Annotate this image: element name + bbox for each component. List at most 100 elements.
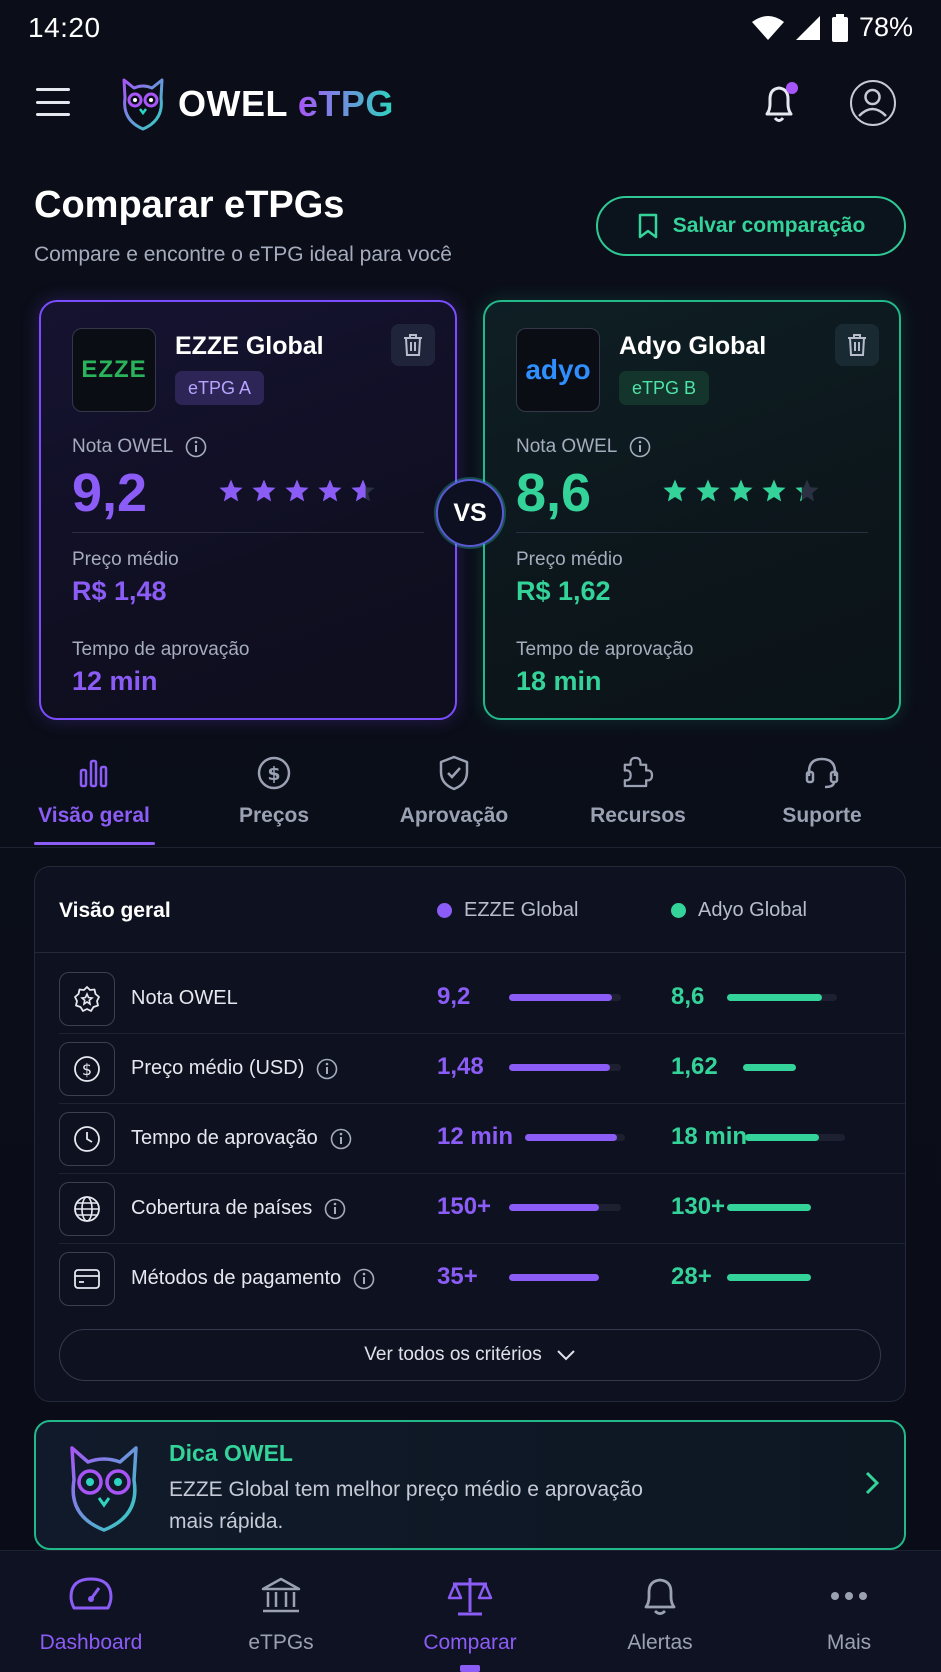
nav-label: Mais	[826, 1631, 872, 1654]
row-value-b: 18 min	[671, 1123, 748, 1150]
star-badge-icon	[59, 972, 115, 1026]
info-icon[interactable]	[316, 1058, 338, 1080]
tab-label: Suporte	[782, 804, 862, 827]
nav-label: Comparar	[423, 1631, 517, 1654]
row-value-a: 1,48	[437, 1053, 484, 1080]
brand-logo[interactable]: OWEL eTPG	[120, 76, 394, 132]
adyo-logo: adyo	[516, 328, 600, 412]
tip-text: EZZE Global tem melhor preço médio e apr…	[169, 1478, 643, 1533]
card-b-badge: eTPG B	[619, 371, 710, 405]
legend-ezze: EZZE Global	[437, 899, 578, 922]
bar-chart-icon	[79, 759, 108, 788]
scale-icon	[447, 1578, 493, 1616]
nav-comparar[interactable]: Comparar	[385, 1573, 555, 1655]
row-bar-a	[509, 1204, 621, 1211]
brand-accent: eTPG	[297, 83, 394, 124]
star-icon	[351, 479, 375, 502]
battery-icon	[831, 13, 848, 42]
notifications-button[interactable]	[758, 80, 802, 126]
avatar[interactable]	[850, 80, 896, 126]
page-title: Comparar eTPGs	[34, 184, 345, 226]
nav-dashboard[interactable]: Dashboard	[6, 1573, 176, 1655]
row-label: Nota OWEL	[131, 987, 238, 1010]
active-tab-indicator	[34, 842, 155, 845]
row-value-b: 28+	[671, 1263, 712, 1290]
tab-precos[interactable]: $ Preços	[194, 752, 354, 828]
tab-label: Visão geral	[38, 804, 150, 827]
row-label: Cobertura de países	[131, 1197, 346, 1220]
view-all-criteria-label: Ver todos os critérios	[364, 1344, 542, 1365]
star-icon	[285, 479, 309, 502]
bookmark-icon	[638, 213, 657, 239]
status-bar: 14:20 78%	[0, 0, 941, 56]
legend-label: Adyo Global	[698, 899, 807, 921]
star-icon	[795, 479, 819, 502]
tab-recursos[interactable]: Recursos	[558, 752, 718, 828]
svg-text:$: $	[267, 763, 280, 785]
comparison-card-a: EZZE EZZE Global eTPG A Nota OWEL 9,2 Pr…	[39, 300, 457, 720]
row-label-text: Preço médio (USD)	[131, 1057, 305, 1079]
tab-visao-geral[interactable]: Visão geral	[14, 752, 174, 828]
wifi-icon	[751, 15, 784, 40]
nav-etpgs[interactable]: eTPGs	[196, 1573, 366, 1655]
row-label-text: Tempo de aprovação	[131, 1127, 318, 1149]
card-a-stars	[218, 478, 376, 504]
comparison-tabs: Visão geral $ Preços Aprovação Recursos …	[0, 752, 941, 848]
ezze-logo-text: EZZE	[81, 356, 147, 383]
owl-mascot-icon	[70, 1446, 138, 1532]
trash-icon	[848, 334, 866, 356]
nav-label: eTPGs	[248, 1631, 314, 1654]
hamburger-menu-button[interactable]	[36, 88, 70, 116]
nav-label: Dashboard	[39, 1631, 143, 1654]
remove-card-b-button[interactable]	[835, 324, 879, 366]
star-icon	[663, 479, 687, 502]
owl-logo-icon	[122, 78, 164, 131]
view-all-criteria-button[interactable]: Ver todos os critérios	[59, 1329, 881, 1381]
table-row: Tempo de aprovação 12 min 18 min	[59, 1103, 905, 1174]
row-label-text: Métodos de pagamento	[131, 1267, 342, 1289]
info-icon[interactable]	[324, 1198, 346, 1220]
battery-level: 78%	[858, 12, 913, 42]
row-value-b: 8,6	[671, 983, 705, 1010]
nota-label-text: Nota OWEL	[516, 436, 618, 457]
card-b-score: 8,6	[516, 463, 592, 523]
info-icon[interactable]	[353, 1268, 375, 1290]
card-divider	[516, 532, 868, 533]
brand-main: OWEL	[178, 83, 288, 124]
svg-text:$: $	[82, 1060, 92, 1079]
info-icon[interactable]	[185, 436, 207, 458]
globe-icon	[59, 1182, 115, 1236]
card-a-nota-label: Nota OWEL	[72, 436, 207, 458]
info-icon[interactable]	[330, 1128, 352, 1150]
info-icon[interactable]	[629, 436, 651, 458]
row-bar-b	[727, 1204, 847, 1211]
nav-mais[interactable]: Mais	[764, 1573, 934, 1655]
app-header: OWEL eTPG	[0, 70, 941, 140]
nav-alertas[interactable]: Alertas	[575, 1573, 745, 1655]
star-icon	[696, 479, 720, 502]
row-label: Preço médio (USD)	[131, 1057, 338, 1080]
card-b-time: 18 min	[516, 666, 602, 696]
tab-label: Aprovação	[399, 804, 509, 827]
star-icon	[729, 479, 753, 502]
legend-dot-green	[671, 903, 686, 918]
card-a-time: 12 min	[72, 666, 158, 696]
owel-tip-card[interactable]: Dica OWEL EZZE Global tem melhor preço m…	[34, 1420, 906, 1550]
tab-aprovacao[interactable]: Aprovação	[374, 752, 534, 828]
row-bar-a	[525, 1134, 625, 1141]
dollar-circle-icon: $	[257, 756, 291, 790]
row-bar-a	[509, 1064, 621, 1071]
row-bar-a	[509, 1274, 621, 1281]
table-row: Métodos de pagamento 35+ 28+	[59, 1243, 905, 1314]
legend-dot-purple	[437, 903, 452, 918]
shield-check-icon	[439, 755, 469, 791]
save-comparison-button[interactable]: Salvar comparação	[596, 196, 906, 256]
star-icon	[762, 479, 786, 502]
chevron-right-icon	[865, 1471, 880, 1495]
card-a-score: 9,2	[72, 463, 148, 523]
tab-suporte[interactable]: Suporte	[742, 752, 902, 828]
card-b-name: Adyo Global	[619, 332, 767, 360]
remove-card-a-button[interactable]	[391, 324, 435, 366]
card-a-time-label: Tempo de aprovação	[72, 639, 250, 660]
